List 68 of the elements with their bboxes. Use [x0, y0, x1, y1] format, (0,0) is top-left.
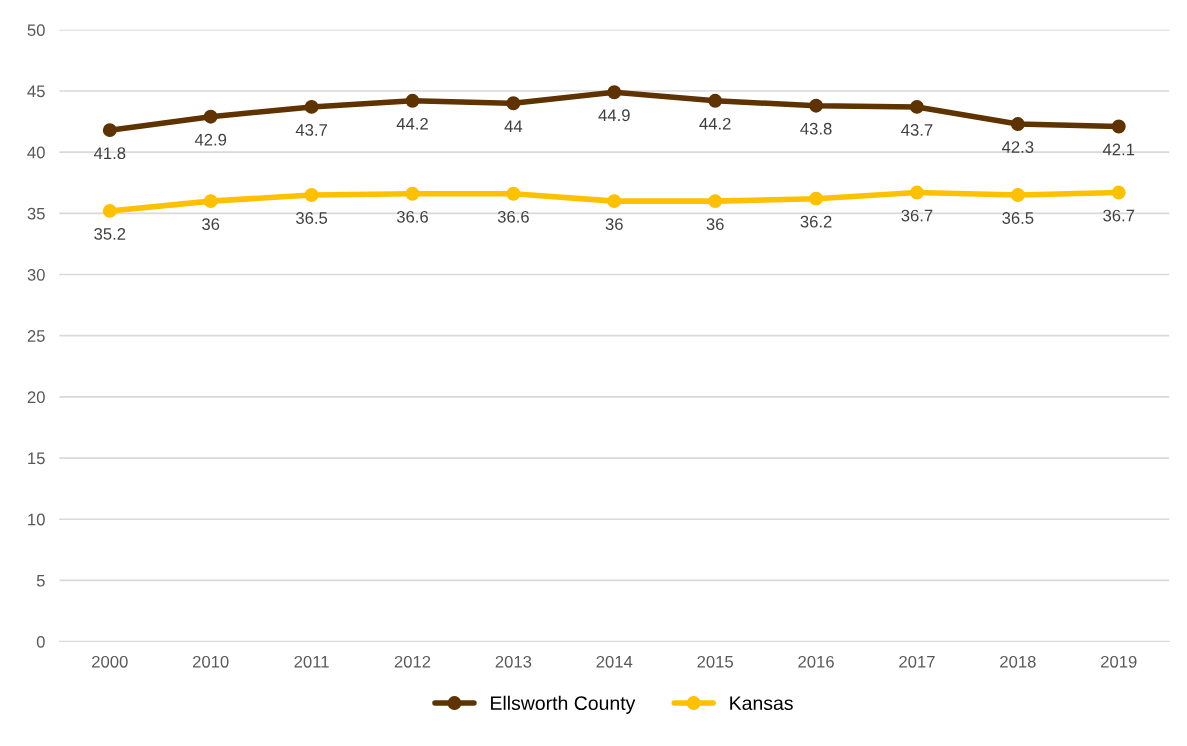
data-label: 43.7	[901, 124, 933, 136]
point	[102, 123, 117, 138]
point	[607, 194, 622, 209]
data-label: 36.7	[1103, 209, 1135, 222]
y-tick-label: 5	[36, 574, 45, 587]
y-tick-label: 40	[27, 146, 45, 159]
y-tick-label: 20	[27, 391, 45, 404]
y-tick-label: 0	[36, 635, 45, 648]
y-tick-label: 15	[28, 452, 45, 465]
x-tick-label: 2000	[92, 655, 128, 668]
x-tick-label: 2012	[394, 655, 431, 668]
point	[102, 203, 117, 218]
y-tick-label: 35	[27, 207, 45, 220]
point	[1111, 185, 1126, 200]
point	[304, 188, 319, 202]
data-label: 43.7	[295, 124, 327, 136]
data-label: 36.2	[800, 215, 832, 228]
point	[607, 85, 622, 100]
data-label: 42.9	[194, 133, 227, 146]
legend-label: Ellsworth County	[491, 695, 636, 714]
x-tick-label: 2014	[596, 655, 633, 668]
point	[304, 99, 319, 114]
point	[506, 186, 521, 201]
legend-label: Kansas	[730, 696, 793, 711]
point	[1010, 188, 1025, 202]
data-label: 36	[605, 218, 623, 231]
point	[203, 194, 218, 209]
y-tick-label: 50	[27, 24, 45, 37]
y-tick-label: 25	[27, 330, 45, 342]
data-label: 36	[202, 218, 220, 231]
data-label: 36.5	[1002, 212, 1034, 224]
point	[809, 191, 824, 206]
x-tick-label: 2018	[1000, 655, 1036, 668]
data-label: 36.6	[396, 210, 428, 223]
point	[405, 93, 420, 108]
x-tick-label: 2016	[798, 655, 834, 668]
point	[708, 93, 723, 108]
data-label: 43.8	[800, 122, 832, 135]
data-label: 42.1	[1102, 143, 1135, 156]
x-tick-label: 2011	[294, 655, 329, 668]
x-tick-label: 2010	[192, 655, 229, 668]
x-tick-label: 2019	[1101, 655, 1137, 668]
point	[1010, 117, 1025, 131]
y-tick-label: 10	[28, 513, 45, 526]
data-label: 44.2	[699, 117, 731, 130]
data-label: 35.2	[94, 228, 126, 240]
data-label: 44.2	[396, 117, 428, 130]
point	[708, 194, 723, 209]
point	[1111, 119, 1126, 134]
x-tick-label: 2017	[899, 655, 935, 668]
data-label: 44.9	[598, 109, 630, 122]
y-tick-label: 30	[27, 268, 45, 281]
data-label: 36	[706, 218, 724, 231]
point	[809, 98, 824, 113]
data-label: 44	[504, 120, 523, 132]
point	[910, 99, 924, 114]
data-label: 36.6	[497, 210, 529, 223]
data-label: 36.7	[901, 209, 933, 222]
data-label: 42.3	[1002, 141, 1034, 153]
point	[506, 96, 521, 111]
data-label: 41.8	[93, 147, 126, 160]
y-tick-label: 45	[27, 85, 45, 98]
point	[203, 109, 218, 124]
point	[405, 186, 420, 201]
point	[910, 185, 924, 200]
x-tick-label: 2013	[495, 655, 532, 668]
x-tick-label: 2015	[697, 655, 734, 668]
data-label: 36.5	[296, 212, 328, 224]
